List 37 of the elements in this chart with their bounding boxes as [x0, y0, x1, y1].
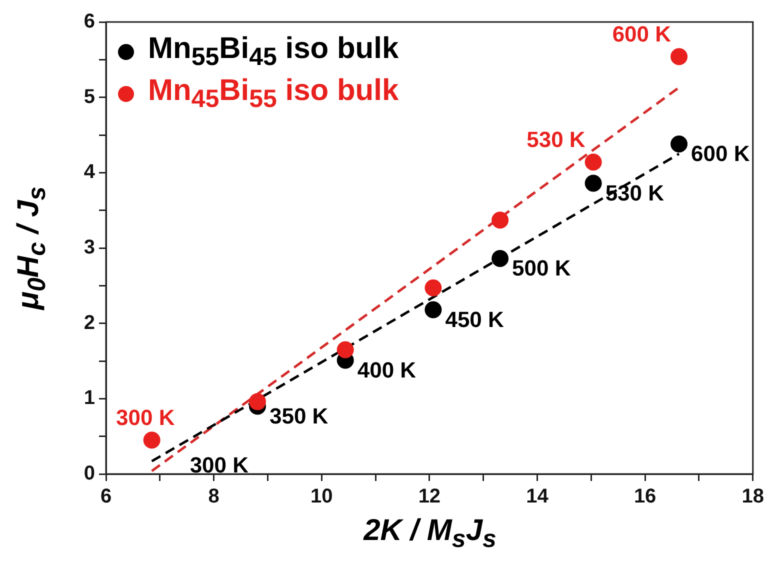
- point: [143, 432, 160, 449]
- x-tick-label: 18: [742, 486, 764, 508]
- y-tick-label: 5: [84, 86, 95, 108]
- x-tick-label: 10: [310, 486, 333, 508]
- y-tick-label: 3: [84, 236, 95, 259]
- point: [584, 174, 602, 192]
- point: [492, 212, 509, 229]
- annotation: 530 K: [526, 127, 586, 152]
- annotation: 300 K: [190, 452, 249, 478]
- x-tick-label: 8: [208, 486, 220, 508]
- point: [670, 136, 688, 153]
- y-tick-label: 0: [84, 462, 95, 485]
- point: [424, 301, 442, 318]
- annotation: 450 K: [445, 306, 504, 332]
- x-tick-label: 14: [526, 486, 550, 508]
- annotation: 600 K: [691, 141, 750, 166]
- point: [492, 250, 509, 268]
- point: [248, 393, 266, 410]
- point: [584, 154, 602, 171]
- annotation: 350 K: [269, 403, 328, 428]
- x-axis-title: 2K / M$_{s}$J$_{s}$: [362, 514, 498, 554]
- annotation: 600 K: [612, 22, 672, 47]
- x-tick-label: 6: [100, 486, 112, 508]
- point: [336, 341, 354, 358]
- y-tick-label: 6: [84, 10, 95, 33]
- annotation: 500 K: [512, 256, 571, 281]
- y-tick-label: 1: [84, 387, 95, 410]
- x-tick-label: 12: [418, 486, 441, 508]
- x-tick-label: 16: [634, 486, 656, 508]
- y-tick-label: 4: [84, 161, 96, 184]
- legend-label: Mn$_{55}$Bi$_{45}$ iso bulk: [148, 32, 399, 72]
- legend-label: Mn$_{45}$Bi$_{55}$ iso bulk: [148, 74, 399, 114]
- point: [424, 279, 442, 296]
- point: [670, 48, 688, 66]
- annotation: 400 K: [357, 357, 416, 382]
- annotation: 300 K: [116, 405, 175, 430]
- y-tick-label: 2: [84, 312, 95, 334]
